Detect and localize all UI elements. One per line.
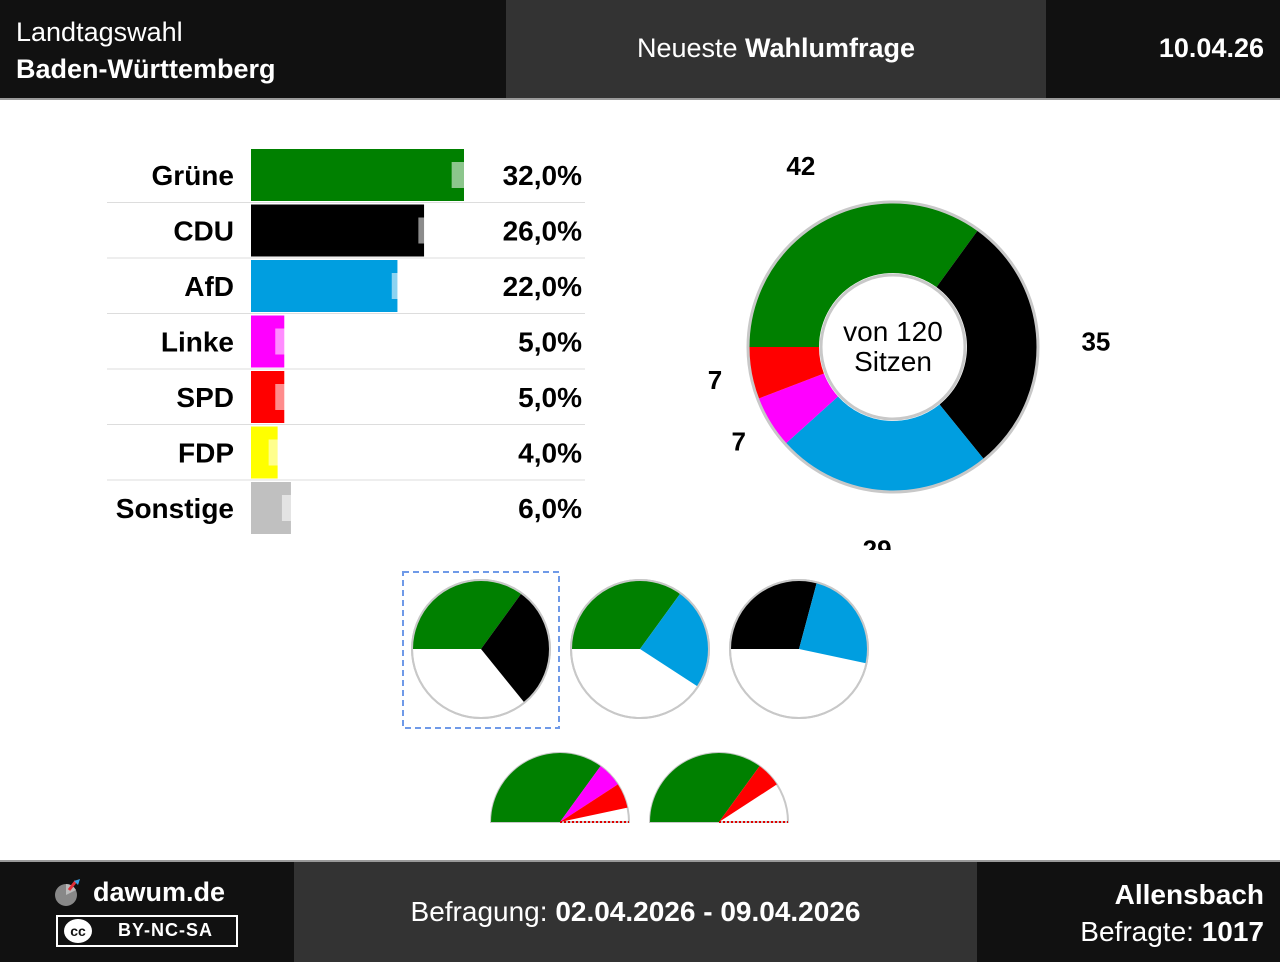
- header-subtitle-bold: Wahlumfrage: [745, 33, 916, 63]
- value-label-cdu: 26,0%: [503, 216, 582, 247]
- coalition-cdu-afd-slice-afd: [799, 582, 868, 664]
- party-label-sonstige: Sonstige: [116, 493, 234, 524]
- coalition-gruene-afd-outline: [570, 579, 710, 719]
- survey-period-label: Befragung:: [410, 896, 556, 927]
- value-label-afd: 22,0%: [503, 271, 582, 302]
- seat-label-gruene: 42: [786, 151, 815, 181]
- license-text: BY-NC-SA: [118, 920, 214, 940]
- header-bar: Landtagswahl Baden-Württemberg Neueste W…: [0, 0, 1280, 100]
- site-name[interactable]: dawum.de: [93, 877, 226, 907]
- vote-share-bar-chart: Grüne 32,0% CDU 26,0% AfD 22,0% Linke 5,0% SPD 5,…: [107, 149, 585, 534]
- half-coalition-gruene-linke-spd-slice-spd: [560, 784, 628, 822]
- half-coalition-gruene-linke-spd-slice-gruene: [491, 753, 601, 822]
- donut-outline: [746, 200, 1040, 494]
- seat-slice-spd: [748, 347, 824, 399]
- half-coalition-gruene-linke-spd-slice-linke: [560, 766, 618, 822]
- coalition-gruene-cdu-outline: [411, 579, 551, 719]
- previous-marker-afd: [391, 273, 430, 299]
- donut-center: [819, 273, 967, 421]
- center-label-line1: von 120: [843, 316, 943, 347]
- party-label-fdp: FDP: [178, 438, 234, 469]
- poll-date: 10.04.26: [1158, 33, 1264, 63]
- seat-slice-linke: [757, 373, 839, 445]
- dawum-logo-icon: [55, 879, 80, 906]
- party-label-afd: AfD: [184, 271, 234, 302]
- value-label-spd: 5,0%: [518, 382, 582, 413]
- seat-slice-cdu: [936, 229, 1038, 460]
- coalition-gruene-afd-slice-gruene: [571, 580, 681, 649]
- party-label-linke: Linke: [161, 327, 234, 358]
- seat-label-cdu: 35: [1081, 327, 1110, 357]
- coalition-cdu-afd-outline: [729, 579, 869, 719]
- half-coalition-gruene-spd-slice-spd: [719, 766, 777, 822]
- footer-bar: dawum.de cc BY-NC-SA Befragung: 02.04.20…: [0, 860, 1280, 962]
- election-title: Landtagswahl: [16, 17, 183, 47]
- footer-center-panel: [294, 862, 977, 962]
- previous-marker-gruene: [451, 162, 490, 188]
- coalition-cdu-afd-slice-cdu: [730, 580, 817, 649]
- state-name: Baden-Württemberg: [16, 54, 276, 84]
- header-subtitle: Neueste Wahlumfrage: [506, 33, 1046, 64]
- coalition-gruene-afd-slice-afd: [640, 593, 709, 687]
- coalition-options: [402, 571, 869, 823]
- header-center-panel: [506, 0, 1046, 98]
- value-label-sonstige: 6,0%: [518, 493, 582, 524]
- respondents-value: 1017: [1201, 916, 1264, 947]
- value-label-fdp: 4,0%: [518, 438, 582, 469]
- seat-label-spd: 7: [708, 365, 722, 395]
- seat-slice-gruene: [748, 202, 979, 347]
- license-badge[interactable]: cc BY-NC-SA: [56, 915, 238, 947]
- seat-label-afd: 29: [863, 534, 892, 550]
- seat-slice-afd: [785, 396, 985, 492]
- bar-cdu: [251, 204, 425, 257]
- party-label-cdu: CDU: [173, 216, 234, 247]
- respondents: Befragte: 1017: [1080, 916, 1264, 948]
- value-label-gruene: 32,0%: [503, 160, 582, 191]
- previous-marker-spd: [275, 384, 314, 410]
- cc-icon: cc: [64, 919, 92, 943]
- seat-label-linke: 7: [731, 427, 745, 457]
- respondents-label: Befragte:: [1080, 916, 1202, 947]
- coalition-highlight: [402, 571, 560, 729]
- institute-name: Allensbach: [1114, 879, 1264, 910]
- value-label-linke: 5,0%: [518, 327, 582, 358]
- header-subtitle-plain: Neueste: [636, 33, 746, 63]
- previous-marker-cdu: [418, 217, 457, 244]
- previous-marker-sonstige: [281, 495, 320, 521]
- party-label-gruene: Grüne: [152, 160, 234, 191]
- bar-afd: [251, 260, 398, 312]
- previous-marker-fdp: [268, 439, 307, 466]
- party-label-spd: SPD: [176, 382, 234, 413]
- coalition-gruene-cdu-slice-cdu: [481, 593, 550, 703]
- survey-period: Befragung: 02.04.2026 - 09.04.2026: [294, 896, 977, 928]
- bar-gruene: [251, 149, 464, 201]
- coalition-gruene-cdu-slice-gruene: [412, 580, 522, 649]
- half-coalition-gruene-spd-slice-gruene: [650, 753, 760, 822]
- previous-marker-linke: [275, 328, 314, 355]
- survey-period-value: 02.04.2026 - 09.04.2026: [555, 896, 861, 927]
- center-label-line2: Sitzen: [854, 346, 932, 377]
